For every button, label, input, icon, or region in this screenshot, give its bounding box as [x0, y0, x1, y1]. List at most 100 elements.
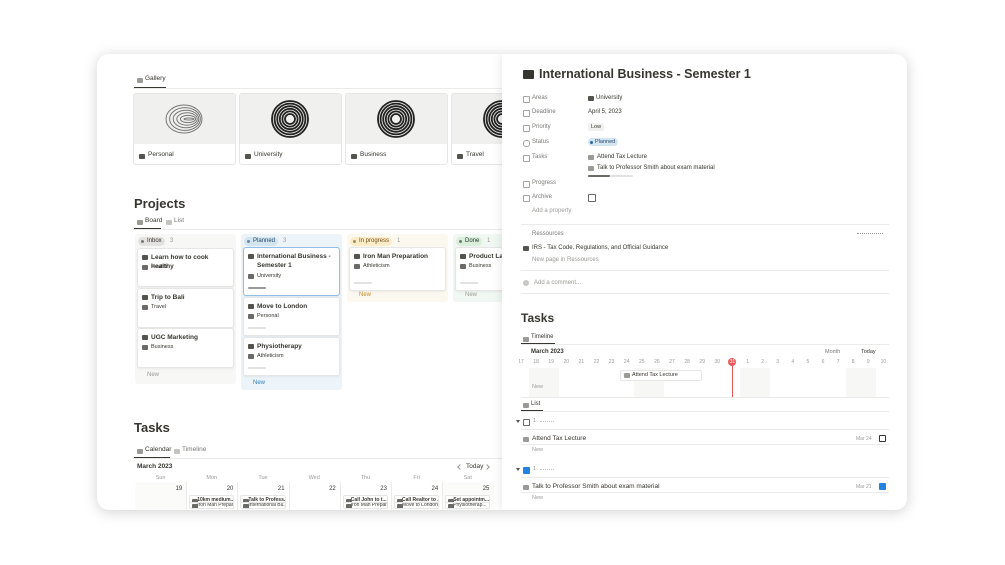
art-ring	[390, 113, 402, 125]
timeline-date: 5	[806, 359, 810, 365]
weekday: Wed	[308, 475, 320, 481]
gallery-card[interactable]: Personal	[133, 93, 236, 165]
tab[interactable]: List	[531, 401, 541, 407]
project-card[interactable]: Iron Man Preparation Athleticism	[349, 247, 446, 291]
timeline-date: 30	[714, 359, 721, 365]
divider	[521, 444, 889, 445]
resource-item[interactable]: IRS - Tax Code, Regulations, and Officia…	[532, 245, 669, 251]
task-checkbox[interactable]	[879, 483, 886, 490]
comment-input[interactable]: Add a comment...	[534, 280, 582, 286]
icon	[588, 155, 594, 160]
new-page[interactable]: New page in Ressources	[532, 257, 599, 263]
card-title: Trip to Bali	[151, 294, 185, 301]
icon	[248, 314, 254, 319]
new-button[interactable]: New	[359, 292, 372, 298]
property-icon	[523, 125, 530, 132]
property-icon	[523, 195, 530, 202]
column-count: 3	[283, 238, 287, 244]
art-ring	[179, 114, 197, 124]
property-label: Priority	[532, 124, 551, 130]
project-card[interactable]: UGC Marketing Business	[137, 328, 234, 368]
icon	[142, 255, 148, 260]
weekend-stripe	[845, 368, 861, 397]
divider	[521, 492, 889, 493]
art-ring	[165, 104, 203, 134]
divider	[133, 229, 502, 230]
calendar-event[interactable]: Physiotherap...	[445, 502, 491, 509]
new-button[interactable]: New	[147, 372, 160, 378]
project-card[interactable]: Trip to Bali Travel	[137, 288, 234, 328]
timeline-date: 26	[654, 359, 660, 365]
gallery-card[interactable]: Business	[345, 93, 448, 165]
calendar-event[interactable]: International Bu...	[240, 502, 286, 509]
today-button[interactable]: Today	[466, 463, 484, 470]
timeline-date: 8	[851, 359, 855, 365]
status-chip: Done	[456, 237, 483, 246]
collapse-toggle[interactable]	[516, 420, 520, 423]
project-card[interactable]: International Business - Semester 1 Unive…	[243, 247, 340, 296]
scale-select[interactable]: Month	[825, 349, 841, 355]
calendar-event[interactable]: Iron Man Prepar...	[342, 502, 388, 509]
art-ring	[387, 110, 405, 128]
tab[interactable]: Timeline	[182, 446, 207, 453]
checkbox[interactable]	[588, 194, 596, 202]
calendar-event[interactable]: Move to London	[394, 502, 440, 509]
tab[interactable]: Timeline	[531, 334, 554, 340]
collapse-toggle[interactable]	[516, 468, 520, 471]
related-task[interactable]: Talk to Professor Smith about exam mater…	[597, 165, 715, 171]
new-button[interactable]: New	[532, 495, 544, 501]
timeline-date: 1	[746, 359, 749, 365]
gallery-card[interactable]: Travel	[451, 93, 502, 165]
project-card[interactable]: Learn how to cook healthy Health	[137, 248, 234, 287]
column-count: 1	[487, 238, 491, 244]
tab[interactable]: Board	[145, 217, 163, 224]
divider	[521, 429, 889, 430]
timeline-date: 17	[519, 359, 524, 365]
related-task[interactable]: Attend Tax Lecture	[597, 154, 647, 160]
property-icon	[523, 155, 530, 162]
timeline-date: 31	[729, 359, 736, 365]
art-ring	[377, 100, 415, 138]
event-title: Call Realtor to ...	[402, 497, 440, 503]
day-number: 22	[329, 486, 336, 492]
weekday: Thu	[360, 475, 371, 481]
add-property[interactable]: Add a property	[532, 208, 572, 214]
card-title: Move to London	[257, 303, 308, 310]
priority-tag: Low	[588, 123, 605, 131]
project-card[interactable]: Move to London Personal	[243, 297, 340, 336]
tab[interactable]: Calendar	[145, 446, 172, 453]
timeline-date: 22	[593, 359, 600, 365]
nav-arrow[interactable]	[457, 464, 463, 470]
status-tag: Planned	[588, 138, 619, 146]
day-number: 25	[482, 486, 490, 492]
gallery-card[interactable]: University	[239, 93, 342, 165]
section-label: Ressources	[532, 231, 564, 237]
progress-bar	[588, 175, 633, 177]
new-button[interactable]: New	[532, 447, 544, 453]
new-button[interactable]: New	[465, 292, 478, 298]
icon	[137, 78, 143, 83]
nav-arrow[interactable]	[484, 464, 490, 470]
side-peek: International Business - Semester 1 Areas…	[502, 54, 907, 510]
new-button[interactable]: New	[253, 380, 266, 386]
project-card[interactable]: Physiotherapy Athleticism	[243, 337, 340, 376]
task-name[interactable]: Talk to Professor Smith about exam mater…	[532, 483, 660, 490]
tab[interactable]: Gallery	[145, 75, 166, 82]
project-card[interactable]: Product Launch Business	[455, 247, 502, 291]
timeline-date: 25	[639, 359, 645, 365]
icon	[624, 373, 630, 378]
today-button[interactable]: Today	[861, 349, 876, 355]
timeline-bar[interactable]: Attend Tax Lecture	[620, 370, 702, 381]
calendar-event[interactable]: Iron Man Prepar...	[189, 502, 235, 509]
new-button[interactable]: New	[532, 384, 544, 390]
task-checkbox[interactable]	[879, 435, 886, 442]
icon	[523, 337, 529, 342]
toolbar-icons	[857, 233, 883, 237]
art-ring	[382, 105, 410, 133]
icon	[248, 254, 254, 259]
event-title: Iron Man Prepar...	[350, 502, 388, 508]
icon	[142, 295, 148, 300]
task-name[interactable]: Attend Tax Lecture	[532, 435, 587, 442]
board-column: Done 1 Product Launch Business New	[453, 234, 502, 302]
tab[interactable]: List	[174, 217, 185, 224]
